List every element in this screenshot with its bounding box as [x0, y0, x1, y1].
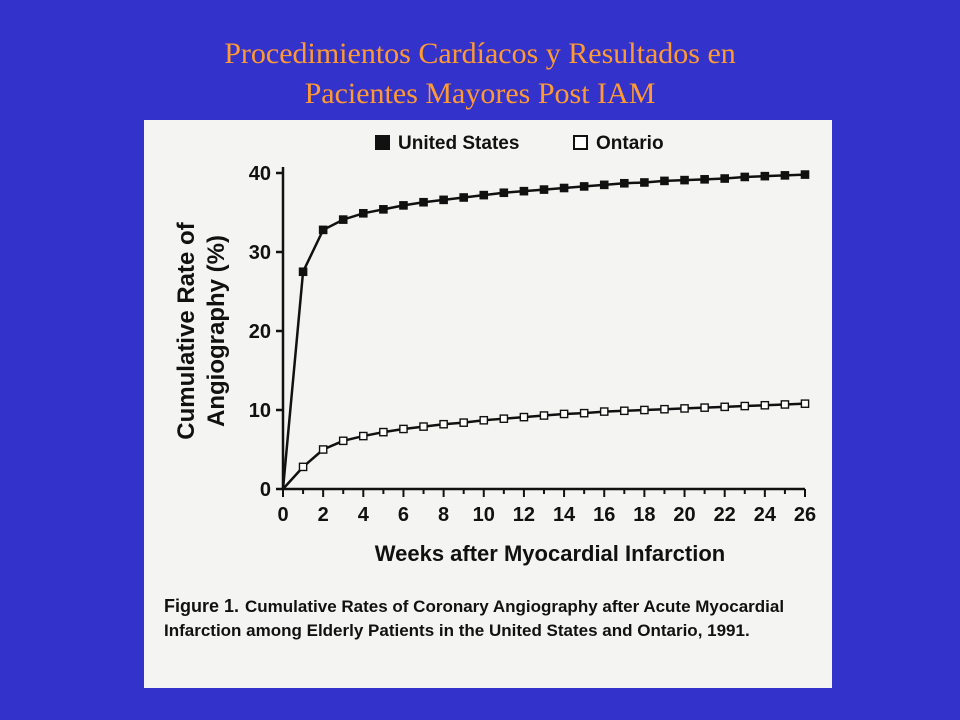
slide-title: Procedimientos Cardíacos y Resultados en… [0, 34, 960, 114]
data-point-ontario [459, 418, 468, 427]
data-point-ontario [740, 401, 750, 411]
data-point-ontario [439, 419, 448, 429]
y-tick-label: 30 [249, 242, 271, 264]
data-point-ontario [760, 400, 770, 410]
legend-marker-0 [375, 135, 390, 150]
data-point-ontario [298, 462, 308, 472]
data-point-us [379, 205, 388, 214]
data-point-ontario [640, 405, 649, 415]
x-tick-label: 6 [398, 504, 409, 526]
data-point-us [680, 175, 689, 185]
data-point-us [700, 175, 709, 184]
legend-marker-1 [573, 135, 588, 150]
x-tick-label: 22 [714, 504, 736, 526]
data-point-ontario [780, 400, 790, 409]
x-tick-label: 18 [633, 504, 655, 526]
data-point-us [539, 185, 549, 194]
data-point-ontario [720, 402, 729, 412]
x-tick-label: 8 [438, 504, 449, 526]
x-tick-label: 12 [513, 504, 535, 526]
series-line-0 [281, 173, 806, 490]
data-point-us [439, 195, 448, 205]
data-point-us [780, 171, 790, 180]
data-point-us [559, 183, 569, 193]
data-point-ontario [499, 414, 509, 423]
data-point-us [298, 267, 308, 277]
figure-caption-text: Cumulative Rates of Coronary Angiography… [164, 597, 785, 640]
data-point-ontario [579, 408, 589, 418]
x-tick-label: 14 [553, 504, 576, 526]
data-point-us [419, 197, 428, 207]
x-tick-label: 16 [593, 504, 615, 526]
data-point-us [479, 190, 489, 200]
data-point-ontario [539, 411, 549, 420]
data-point-ontario [399, 424, 408, 434]
data-point-us [399, 201, 408, 210]
x-tick-label: 24 [754, 504, 777, 526]
data-point-ontario [359, 431, 368, 441]
y-tick-label: 40 [249, 163, 271, 185]
data-point-ontario [599, 407, 609, 416]
data-point-us [599, 180, 609, 190]
data-point-ontario [338, 436, 348, 446]
data-point-us [459, 193, 468, 202]
figure-caption-label: Figure 1. [164, 596, 240, 616]
data-point-us [338, 215, 348, 224]
data-point-us [359, 208, 368, 218]
data-point-ontario [680, 404, 689, 413]
y-axis-title-line-1: Cumulative Rate of [173, 221, 200, 439]
legend-label-1: Ontario [596, 133, 664, 154]
slide-title-line-2: Pacientes Mayores Post IAM [304, 77, 656, 110]
data-point-ontario [559, 409, 569, 419]
data-point-us [579, 182, 589, 191]
data-point-us [660, 176, 669, 186]
data-point-ontario [620, 406, 629, 416]
y-axis-title-line-2: Angiography (%) [203, 235, 230, 427]
legend-label-0: United States [398, 133, 519, 154]
figure-panel: 0 10 20 30 40 0 2 4 6 8 10 12 14 16 18 20 22 24 26 Weeks af… [144, 120, 832, 688]
data-point-us [640, 178, 649, 187]
data-point-us [720, 174, 729, 183]
x-axis-title: Weeks after Myocardial Infarction [375, 541, 726, 566]
data-point-ontario [379, 427, 388, 437]
data-point-us [318, 225, 328, 235]
x-tick-label: 10 [473, 504, 495, 526]
data-point-ontario [519, 412, 529, 422]
y-tick-label: 10 [249, 400, 271, 422]
x-tick-label: 2 [318, 504, 329, 526]
data-point-us [499, 188, 509, 198]
data-point-ontario [800, 399, 810, 408]
data-point-us [800, 170, 810, 179]
data-point-ontario [318, 445, 328, 454]
data-point-ontario [479, 415, 489, 425]
data-point-us [519, 186, 529, 196]
x-tick-label: 4 [358, 504, 370, 526]
data-point-ontario [419, 422, 428, 431]
x-tick-label: 20 [673, 504, 695, 526]
data-point-us [620, 178, 629, 188]
y-tick-label: 20 [249, 321, 271, 343]
figure-caption: Figure 1. Cumulative Rates of Coronary An… [164, 594, 824, 643]
data-point-ontario [660, 404, 669, 414]
data-point-us [760, 171, 770, 181]
x-tick-label: 26 [794, 504, 816, 526]
y-tick-label: 0 [260, 479, 271, 501]
data-point-ontario [700, 403, 709, 412]
data-point-us [740, 172, 750, 182]
slide-title-line-1: Procedimientos Cardíacos y Resultados en [224, 37, 736, 70]
x-tick-label: 0 [277, 504, 288, 526]
